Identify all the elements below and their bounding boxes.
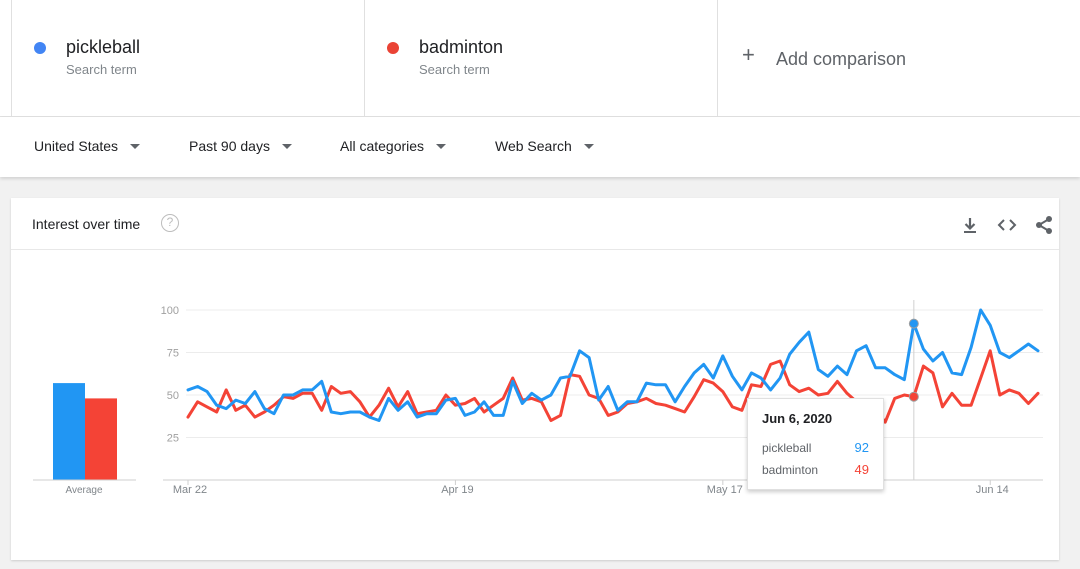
filters-bar: United States Past 90 days All categorie… — [0, 117, 1080, 177]
x-tick-label: Jun 14 — [976, 484, 1009, 496]
search-term-name[interactable]: pickleball — [66, 37, 141, 57]
x-tick-label: May 17 — [707, 484, 743, 496]
add-comparison-label: Add comparison — [776, 49, 907, 69]
card-header: Interest over time ? — [11, 198, 1059, 250]
series-line-badminton — [186, 349, 1040, 424]
x-tick-label: Apr 19 — [441, 484, 473, 496]
tooltip-date: Jun 6, 2020 — [762, 411, 833, 426]
hover-point-pickleball — [908, 318, 919, 329]
search-term-card-badminton[interactable]: badminton Search term — [364, 0, 717, 116]
caret-down-icon — [130, 143, 141, 149]
interest-over-time-card: Interest over time ? — [11, 198, 1059, 560]
tooltip-pickleball-label: pickleball — [762, 441, 812, 455]
time-range-dropdown[interactable]: Past 90 days — [189, 138, 292, 154]
average-label: Average — [65, 485, 103, 496]
average-bar-badminton — [85, 398, 117, 480]
embed-icon[interactable] — [996, 214, 1018, 236]
search-term-subtitle: Search term — [66, 62, 137, 77]
chart-tooltip: Jun 6, 2020 pickleball 92 badminton 49 — [747, 398, 884, 490]
search-terms-bar: pickleball Search term badminton Search … — [0, 0, 1080, 117]
x-tick-label: Mar 22 — [173, 484, 207, 496]
help-icon[interactable]: ? — [161, 214, 179, 232]
region-dropdown[interactable]: United States — [34, 138, 141, 154]
region-value: United States — [34, 138, 119, 154]
caret-down-icon — [583, 143, 594, 149]
plus-icon: + — [742, 42, 755, 67]
tooltip-pickleball-value: 92 — [854, 440, 869, 455]
badminton-color-dot — [387, 42, 399, 54]
y-tick-label: 75 — [167, 348, 179, 360]
caret-down-icon — [281, 143, 292, 149]
download-icon[interactable] — [959, 214, 981, 236]
category-value: All categories — [340, 138, 425, 154]
search-term-subtitle: Search term — [419, 62, 490, 77]
time-range-value: Past 90 days — [189, 138, 270, 154]
y-tick-label: 100 — [161, 305, 179, 317]
search-type-value: Web Search — [495, 138, 572, 154]
hover-point-badminton — [908, 391, 919, 402]
pickleball-color-dot — [34, 42, 46, 54]
caret-down-icon — [436, 143, 447, 149]
share-icon[interactable] — [1033, 214, 1055, 236]
series-line-pickleball — [186, 308, 1040, 422]
category-dropdown[interactable]: All categories — [340, 138, 447, 154]
y-tick-label: 50 — [167, 390, 179, 402]
search-term-name[interactable]: badminton — [419, 37, 504, 57]
search-term-card-pickleball[interactable]: pickleball Search term — [11, 0, 364, 116]
tooltip-badminton-value: 49 — [854, 462, 869, 477]
y-tick-label: 25 — [167, 433, 179, 445]
card-title: Interest over time — [32, 216, 141, 232]
add-comparison-button[interactable]: + Add comparison — [717, 0, 1080, 116]
tooltip-badminton-label: badminton — [762, 463, 819, 477]
average-bar-pickleball — [53, 383, 85, 480]
search-type-dropdown[interactable]: Web Search — [495, 138, 594, 154]
